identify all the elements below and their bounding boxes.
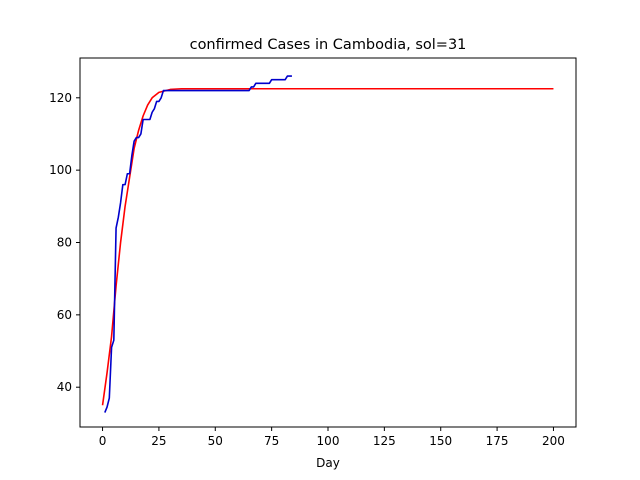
series-line-0 xyxy=(101,87,554,406)
series-layer xyxy=(101,75,554,413)
x-axis-label: Day xyxy=(316,456,340,470)
y-axis: 40 60 80 100 120 xyxy=(49,91,80,394)
plot-background xyxy=(80,58,576,427)
y-tick-label: 100 xyxy=(49,163,72,177)
x-tick-label: 125 xyxy=(373,434,396,448)
x-tick-label: 150 xyxy=(429,434,452,448)
y-tick-label: 60 xyxy=(57,308,72,322)
plot-area xyxy=(79,57,577,428)
y-tick-label: 120 xyxy=(49,91,72,105)
x-axis: 0 25 50 75 100 125 150 175 200 xyxy=(99,427,565,448)
x-tick-label: 0 xyxy=(99,434,107,448)
series-line-1 xyxy=(104,75,292,413)
chart-title: confirmed Cases in Cambodia, sol=31 xyxy=(190,37,467,53)
x-tick-label: 100 xyxy=(317,434,340,448)
x-tick-label: 175 xyxy=(486,434,509,448)
x-tick-label: 75 xyxy=(264,434,279,448)
y-tick-label: 40 xyxy=(57,380,72,394)
x-tick-label: 200 xyxy=(542,434,565,448)
x-tick-label: 25 xyxy=(151,434,166,448)
y-tick-label: 80 xyxy=(57,236,72,250)
x-tick-label: 50 xyxy=(208,434,223,448)
